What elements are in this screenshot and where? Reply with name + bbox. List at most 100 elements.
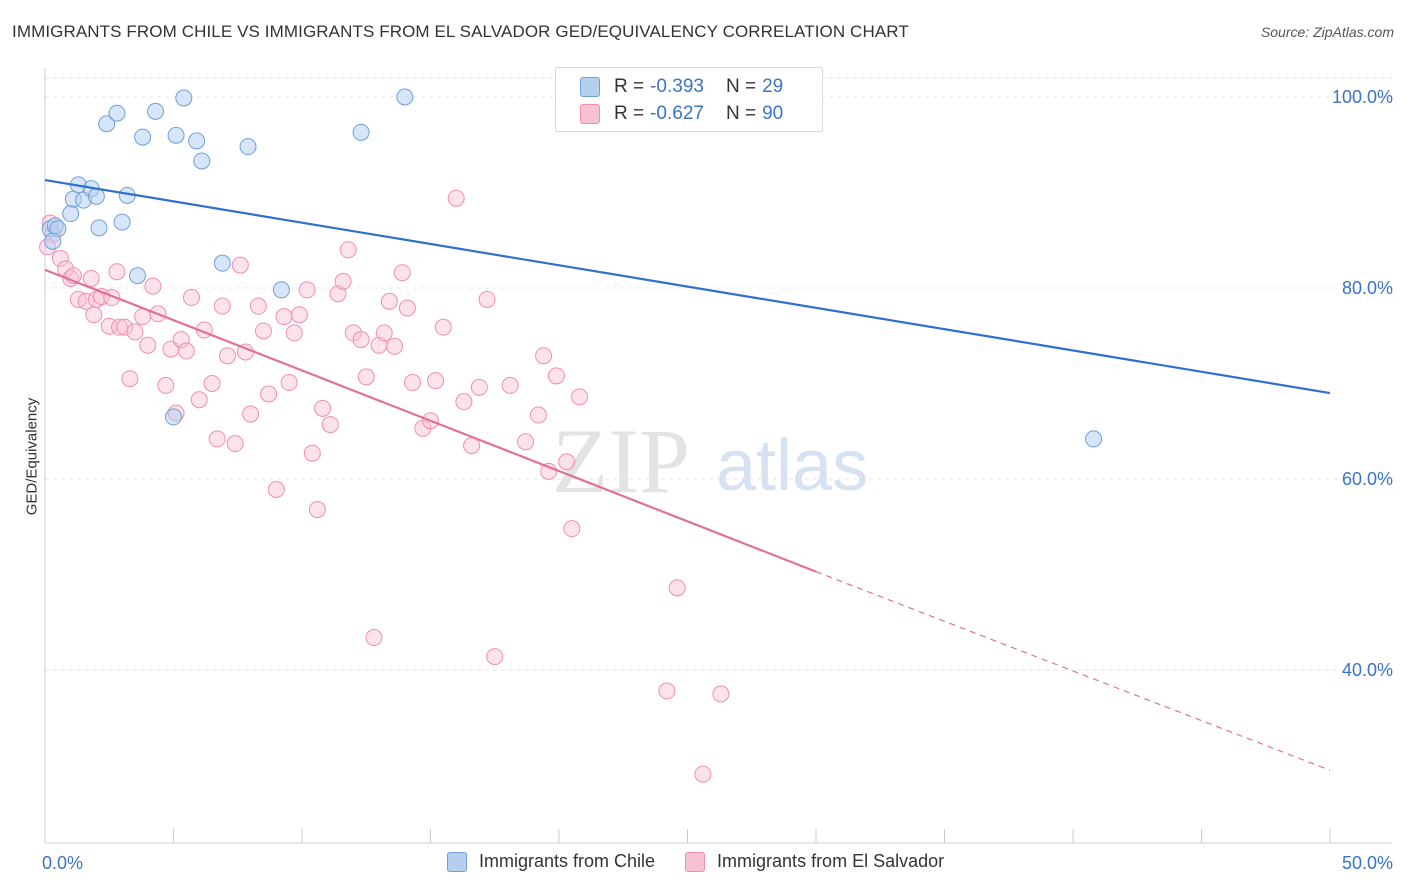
chile-point (44, 232, 62, 250)
salvador-point (308, 501, 326, 519)
salvador-point (398, 299, 416, 317)
x-tick-labels: 0.0% 50.0% (42, 853, 1393, 873)
salvador-point (365, 629, 383, 647)
salvador-point (111, 318, 129, 336)
salvador-point (540, 462, 558, 480)
gridlines (45, 77, 1392, 671)
legend-swatch-chile (580, 77, 600, 97)
legend-n-label: N = (725, 76, 757, 97)
series-legend: Immigrants from Chile Immigrants from El… (447, 851, 974, 872)
legend-row-chile: R = -0.393 N = 29 (580, 75, 783, 99)
salvador-point (85, 306, 103, 324)
salvador-point (668, 579, 686, 597)
salvador-point (517, 433, 535, 451)
legend-r-salvador: -0.627 (650, 103, 704, 124)
salvador-trend-line (44, 268, 817, 573)
salvador-point (455, 393, 473, 411)
series-salvador (39, 189, 730, 783)
salvador-point (478, 290, 496, 308)
salvador-point (404, 374, 422, 392)
salvador-point (558, 453, 576, 471)
salvador-point (375, 324, 393, 342)
chile-point (175, 89, 193, 107)
salvador-point (547, 367, 565, 385)
salvador-point (157, 376, 175, 394)
y-tick-label: 100.0% (1332, 87, 1393, 107)
chile-trend-line (44, 178, 1331, 395)
salvador-point (501, 376, 519, 394)
salvador-point (267, 481, 285, 499)
salvador-point (77, 292, 95, 310)
axes (44, 68, 1392, 844)
x-tick-label: 50.0% (1342, 853, 1393, 873)
legend-n-salvador: 90 (762, 103, 784, 124)
salvador-point (51, 249, 69, 267)
y-tick-label: 40.0% (1342, 660, 1393, 680)
salvador-point (249, 297, 267, 315)
salvador-point (290, 306, 308, 324)
legend-n-chile: 29 (762, 76, 784, 97)
salvador-point (334, 272, 352, 290)
legend-item-chile: Immigrants from Chile (447, 851, 655, 872)
salvador-point (260, 385, 278, 403)
chile-point (188, 132, 206, 150)
salvador-point (144, 277, 162, 295)
salvador-point (434, 318, 452, 336)
chile-point (87, 187, 105, 205)
stats-legend: R = -0.393 N = 29 R = -0.627 N = 90 (555, 67, 823, 132)
salvador-point (535, 347, 553, 365)
salvador-point (254, 322, 272, 340)
chile-point (147, 102, 165, 120)
chart-title: IMMIGRANTS FROM CHILE VS IMMIGRANTS FROM… (12, 22, 909, 41)
salvador-trend-extension (815, 571, 1331, 771)
chile-point (108, 104, 126, 122)
salvador-point (218, 347, 236, 365)
salvador-point (314, 399, 332, 417)
legend-item-salvador: Immigrants from El Salvador (685, 851, 944, 872)
y-tick-label: 60.0% (1342, 469, 1393, 489)
salvador-point (470, 378, 488, 396)
chile-point (129, 267, 147, 285)
salvador-point (427, 372, 445, 390)
salvador-point (226, 435, 244, 453)
legend-label-salvador: Immigrants from El Salvador (717, 851, 945, 871)
salvador-point (658, 682, 676, 700)
salvador-point (712, 685, 730, 703)
legend-r-label: R = (614, 103, 645, 124)
salvador-point (208, 430, 226, 448)
chile-point (352, 123, 370, 141)
chile-point (113, 213, 131, 231)
salvador-point (380, 292, 398, 310)
salvador-point (339, 241, 357, 259)
salvador-point (393, 264, 411, 282)
salvador-point (108, 263, 126, 281)
salvador-point (571, 388, 589, 406)
chile-point (62, 205, 80, 223)
legend-r-label: R = (614, 76, 645, 97)
legend-swatch-chile (447, 851, 467, 872)
source-label: Source: ZipAtlas.com (1260, 24, 1394, 40)
y-axis-label: GED/Equivalency (23, 397, 41, 516)
salvador-point (203, 375, 221, 392)
legend-n-label: N = (725, 103, 757, 124)
salvador-point (321, 416, 339, 434)
chile-point (134, 128, 152, 146)
salvador-point (563, 520, 581, 538)
watermark: ZIP atlas (552, 410, 868, 512)
salvador-point (121, 370, 139, 388)
salvador-point (386, 337, 404, 355)
salvador-point (242, 405, 260, 423)
legend-swatch-salvador (580, 104, 600, 124)
salvador-point (275, 308, 293, 326)
legend-label-chile: Immigrants from Chile (479, 851, 656, 871)
salvador-point (177, 342, 195, 360)
chile-point (396, 88, 414, 106)
salvador-point (190, 391, 208, 409)
y-tick-labels: 40.0% 60.0% 80.0% 100.0% (1332, 87, 1393, 680)
salvador-point (529, 406, 547, 424)
legend-row-salvador: R = -0.627 N = 90 (580, 102, 783, 126)
chile-point (213, 254, 231, 272)
legend-swatch-salvador (685, 851, 706, 872)
salvador-point (694, 765, 712, 783)
legend-r-chile: -0.393 (650, 76, 704, 97)
